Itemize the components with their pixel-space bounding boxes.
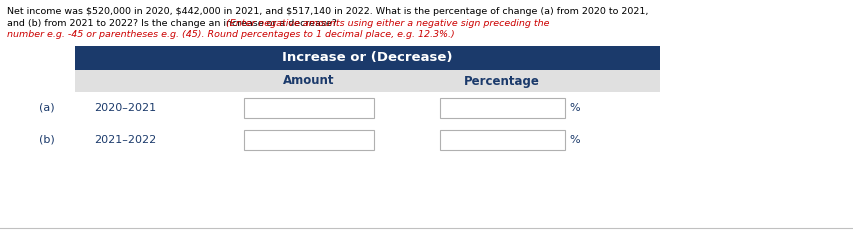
FancyBboxPatch shape bbox=[244, 130, 374, 150]
Text: Net income was $520,000 in 2020, $442,000 in 2021, and $517,140 in 2022. What is: Net income was $520,000 in 2020, $442,00… bbox=[7, 7, 647, 16]
FancyBboxPatch shape bbox=[244, 98, 374, 118]
FancyBboxPatch shape bbox=[75, 70, 659, 92]
FancyBboxPatch shape bbox=[75, 46, 659, 70]
Text: number e.g. -45 or parentheses e.g. (45). Round percentages to 1 decimal place, : number e.g. -45 or parentheses e.g. (45)… bbox=[7, 30, 454, 39]
Text: Increase or (Decrease): Increase or (Decrease) bbox=[282, 52, 452, 64]
Text: (b): (b) bbox=[39, 135, 55, 145]
Text: (Enter negative amounts using either a negative sign preceding the: (Enter negative amounts using either a n… bbox=[7, 19, 548, 28]
Text: 2021–2022: 2021–2022 bbox=[94, 135, 156, 145]
Text: and (b) from 2021 to 2022? Is the change an increase or a decrease?: and (b) from 2021 to 2022? Is the change… bbox=[7, 19, 339, 28]
Text: (a): (a) bbox=[39, 103, 55, 113]
Text: Percentage: Percentage bbox=[463, 75, 539, 88]
Text: Amount: Amount bbox=[283, 75, 334, 88]
FancyBboxPatch shape bbox=[439, 98, 564, 118]
FancyBboxPatch shape bbox=[439, 130, 564, 150]
Text: 2020–2021: 2020–2021 bbox=[94, 103, 156, 113]
Text: %: % bbox=[569, 103, 579, 113]
Text: %: % bbox=[569, 135, 579, 145]
